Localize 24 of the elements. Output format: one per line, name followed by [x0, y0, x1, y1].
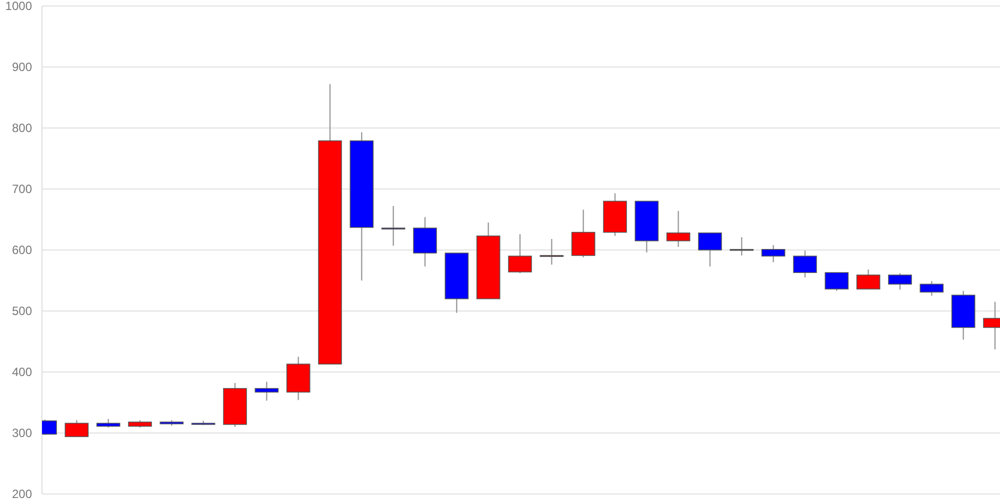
y-tick-label: 300: [12, 426, 32, 440]
y-tick-label: 1000: [5, 0, 32, 14]
candlestick: [540, 238, 564, 266]
candlestick: [761, 244, 786, 263]
y-tick-label: 500: [12, 304, 32, 318]
candlestick: [666, 210, 690, 248]
y-tick-label: 200: [12, 487, 32, 500]
y-tick-label: 800: [12, 121, 32, 136]
candlestick: [698, 232, 722, 268]
candlestick: [920, 280, 944, 296]
candlestick: [793, 250, 817, 278]
y-tick-label: 700: [12, 182, 32, 196]
candlestick: [381, 205, 406, 246]
candlestick: [254, 381, 279, 402]
candlestick: [824, 272, 849, 292]
candlestick: [508, 234, 532, 274]
y-tick-label: 900: [12, 60, 32, 74]
candlestick: [730, 236, 754, 256]
y-tick-label: 600: [12, 243, 32, 258]
y-tick-label: 400: [12, 365, 32, 380]
candlestick: [856, 268, 880, 290]
candlestick: [571, 209, 596, 258]
candlestick: [64, 420, 89, 438]
candlestick: [888, 272, 912, 290]
